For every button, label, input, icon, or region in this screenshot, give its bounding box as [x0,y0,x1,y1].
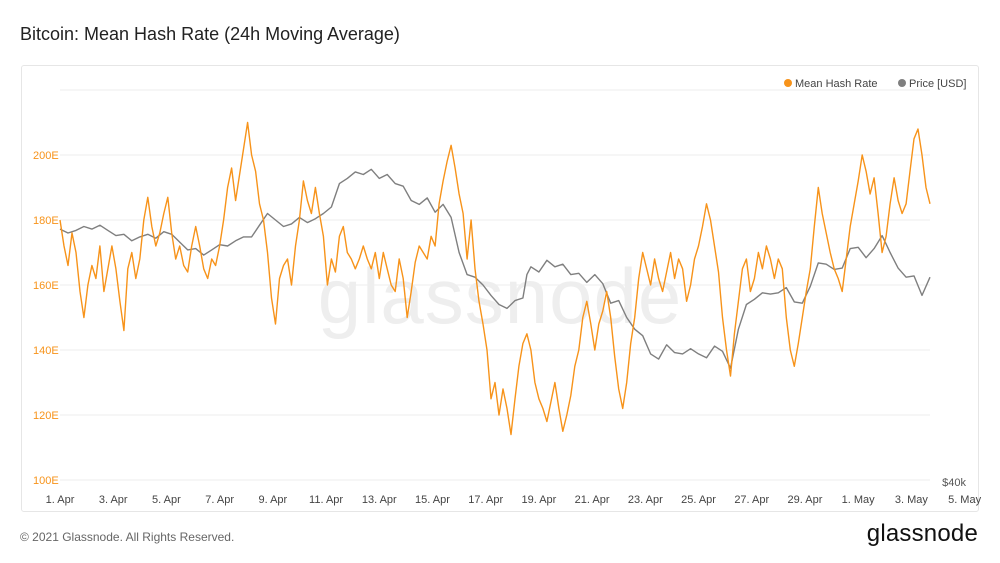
legend-dot-hash [784,79,792,87]
y-tick-label: 180E [33,215,59,227]
x-tick-label: 11. Apr [309,494,343,506]
y-axis-left: 100E 120E 140E 160E 180E 200E [33,150,59,487]
y-tick-label: 200E [33,150,59,162]
watermark: glassnode [318,252,683,340]
grid [60,89,930,481]
legend-item-hash[interactable]: Mean Hash Rate [784,78,878,90]
x-tick-label: 5. May [948,494,982,506]
x-tick-label: 13. Apr [362,494,397,506]
legend-label-hash: Mean Hash Rate [795,78,878,90]
legend-label-price: Price [USD] [909,78,966,90]
y-tick-label: 160E [33,280,59,292]
footer-brand-logo[interactable]: glassnode [866,520,978,547]
y-axis-right-tick: $40k [942,477,966,489]
x-tick-label: 25. Apr [681,494,716,506]
x-tick-label: 3. May [895,494,929,506]
x-tick-label: 9. Apr [258,494,287,506]
x-tick-label: 19. Apr [521,494,556,506]
x-tick-label: 21. Apr [575,494,610,506]
x-tick-label: 15. Apr [415,494,450,506]
legend-dot-price [898,79,906,87]
x-tick-label: 29. Apr [788,494,823,506]
chart-title: Bitcoin: Mean Hash Rate (24h Moving Aver… [20,24,400,44]
x-tick-label: 7. Apr [205,494,234,506]
legend-item-price[interactable]: Price [USD] [898,78,966,90]
y-tick-label: 120E [33,410,59,422]
x-tick-label: 1. May [842,494,876,506]
footer-copyright: © 2021 Glassnode. All Rights Reserved. [20,530,235,544]
y-tick-label: 100E [33,475,59,487]
x-tick-label: 3. Apr [99,494,128,506]
x-tick-label: 23. Apr [628,494,663,506]
y-tick-label: 140E [33,345,59,357]
series-layer [59,121,931,436]
x-tick-label: 1. Apr [46,494,75,506]
x-tick-label: 17. Apr [468,494,503,506]
legend: Mean Hash Rate Price [USD] [784,78,966,90]
x-tick-label: 27. Apr [734,494,769,506]
x-axis: 1. Apr 3. Apr 5. Apr 7. Apr 9. Apr 11. Apr 13.… [46,494,982,506]
chart-panel [21,65,979,512]
x-tick-label: 5. Apr [152,494,181,506]
series-line-hash-rate[interactable] [59,121,931,436]
